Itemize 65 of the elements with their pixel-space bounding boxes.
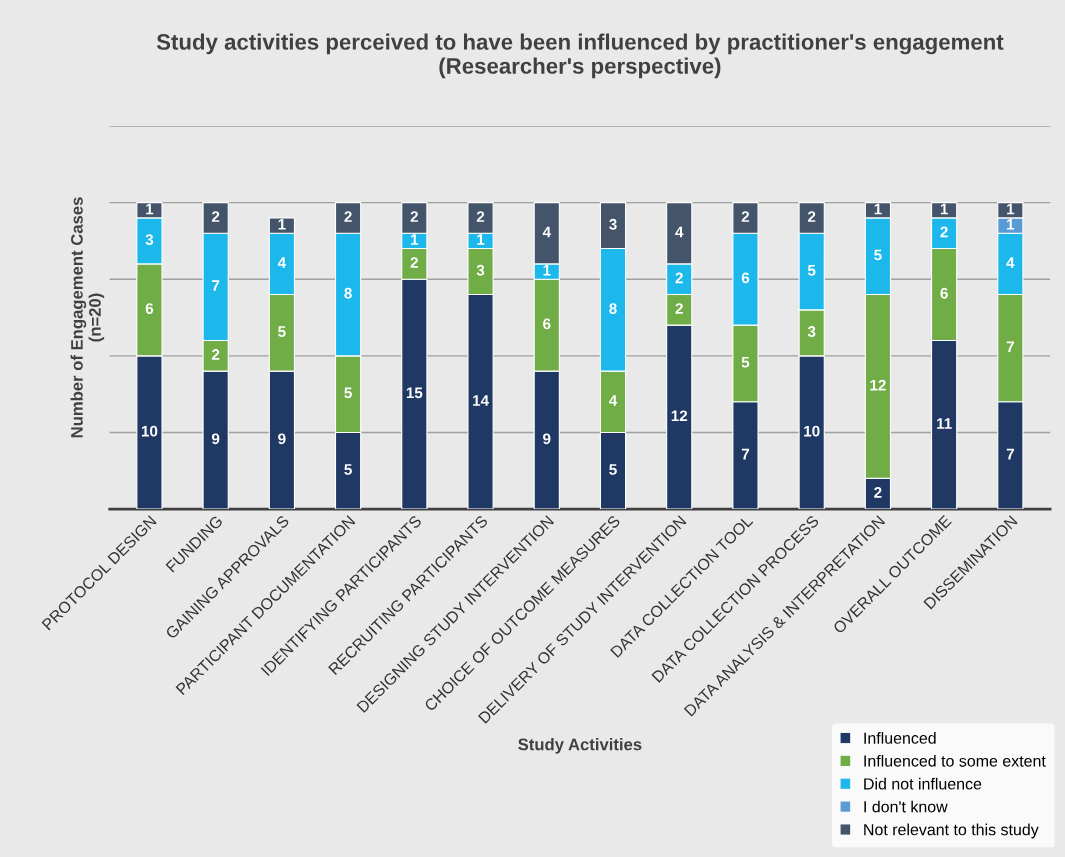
data-label: 5 xyxy=(807,264,816,276)
data-label: 1 xyxy=(1007,219,1015,230)
legend-label: I don't know xyxy=(864,800,948,813)
data-label: 9 xyxy=(278,433,286,445)
data-label: 8 xyxy=(344,287,352,299)
data-label: 7 xyxy=(741,448,750,460)
data-label: 1 xyxy=(940,203,948,215)
data-label: 5 xyxy=(344,464,352,475)
data-label: 1 xyxy=(1007,203,1015,215)
data-label: 10 xyxy=(141,425,158,437)
data-label: 1 xyxy=(874,203,882,215)
data-label: 9 xyxy=(211,433,220,445)
data-label: 4 xyxy=(277,257,287,268)
data-label: 6 xyxy=(145,303,154,314)
legend-label: Influenced to some extent xyxy=(864,754,1046,767)
data-label: 2 xyxy=(807,211,816,222)
data-label: 5 xyxy=(344,387,352,399)
data-label: 5 xyxy=(609,464,617,475)
chart-title: Study activities perceived to have been influenced by practitioner's engagement (Researcher's perspective) xyxy=(156,33,1004,79)
data-label: 2 xyxy=(410,257,418,268)
data-label: 3 xyxy=(476,264,485,276)
data-label: 12 xyxy=(870,379,886,391)
data-label: 2 xyxy=(211,211,220,222)
data-label: 10 xyxy=(804,425,820,437)
data-label: 7 xyxy=(1006,341,1014,353)
data-label: 3 xyxy=(145,234,154,246)
data-label: 2 xyxy=(675,272,683,284)
data-label: 2 xyxy=(344,211,352,222)
data-label: 5 xyxy=(278,326,286,337)
data-label: 2 xyxy=(874,487,882,498)
data-label: 15 xyxy=(406,387,423,399)
data-label: 2 xyxy=(940,226,948,238)
data-label: 4 xyxy=(608,395,618,406)
data-label: 11 xyxy=(937,418,952,429)
data-label: 2 xyxy=(741,211,750,222)
data-label: 3 xyxy=(609,218,617,230)
data-label: 1 xyxy=(411,234,419,245)
data-label: 14 xyxy=(473,395,489,406)
data-label: 1 xyxy=(477,234,485,245)
data-label: 5 xyxy=(741,356,750,368)
data-label: 3 xyxy=(807,326,816,337)
data-label: 4 xyxy=(1006,257,1015,268)
data-label: 1 xyxy=(278,219,286,230)
data-label: 2 xyxy=(211,349,220,360)
data-label: 7 xyxy=(1006,448,1014,460)
data-label: 7 xyxy=(212,280,220,291)
data-label: 6 xyxy=(741,272,750,284)
legend-label: Influenced xyxy=(864,732,936,744)
data-label: 2 xyxy=(476,211,485,222)
data-label: 6 xyxy=(940,287,948,299)
data-label: 4 xyxy=(675,226,684,238)
data-label: 12 xyxy=(671,410,688,422)
data-label: 2 xyxy=(675,303,683,314)
legend-label: Did not influence xyxy=(864,777,982,790)
data-label: 5 xyxy=(874,249,882,261)
data-label: 1 xyxy=(146,203,154,215)
data-label: 2 xyxy=(410,211,418,222)
x-axis-title: Study Activities xyxy=(518,738,642,754)
data-label: 1 xyxy=(543,264,551,276)
data-label: 8 xyxy=(609,303,617,314)
data-label: 4 xyxy=(542,226,551,238)
data-label: 6 xyxy=(543,318,551,330)
y-axis-title: Number of Engagement Cases (n=20) xyxy=(70,197,105,438)
data-label: 9 xyxy=(543,433,551,445)
legend-label: Not relevant to this study xyxy=(864,823,1039,839)
